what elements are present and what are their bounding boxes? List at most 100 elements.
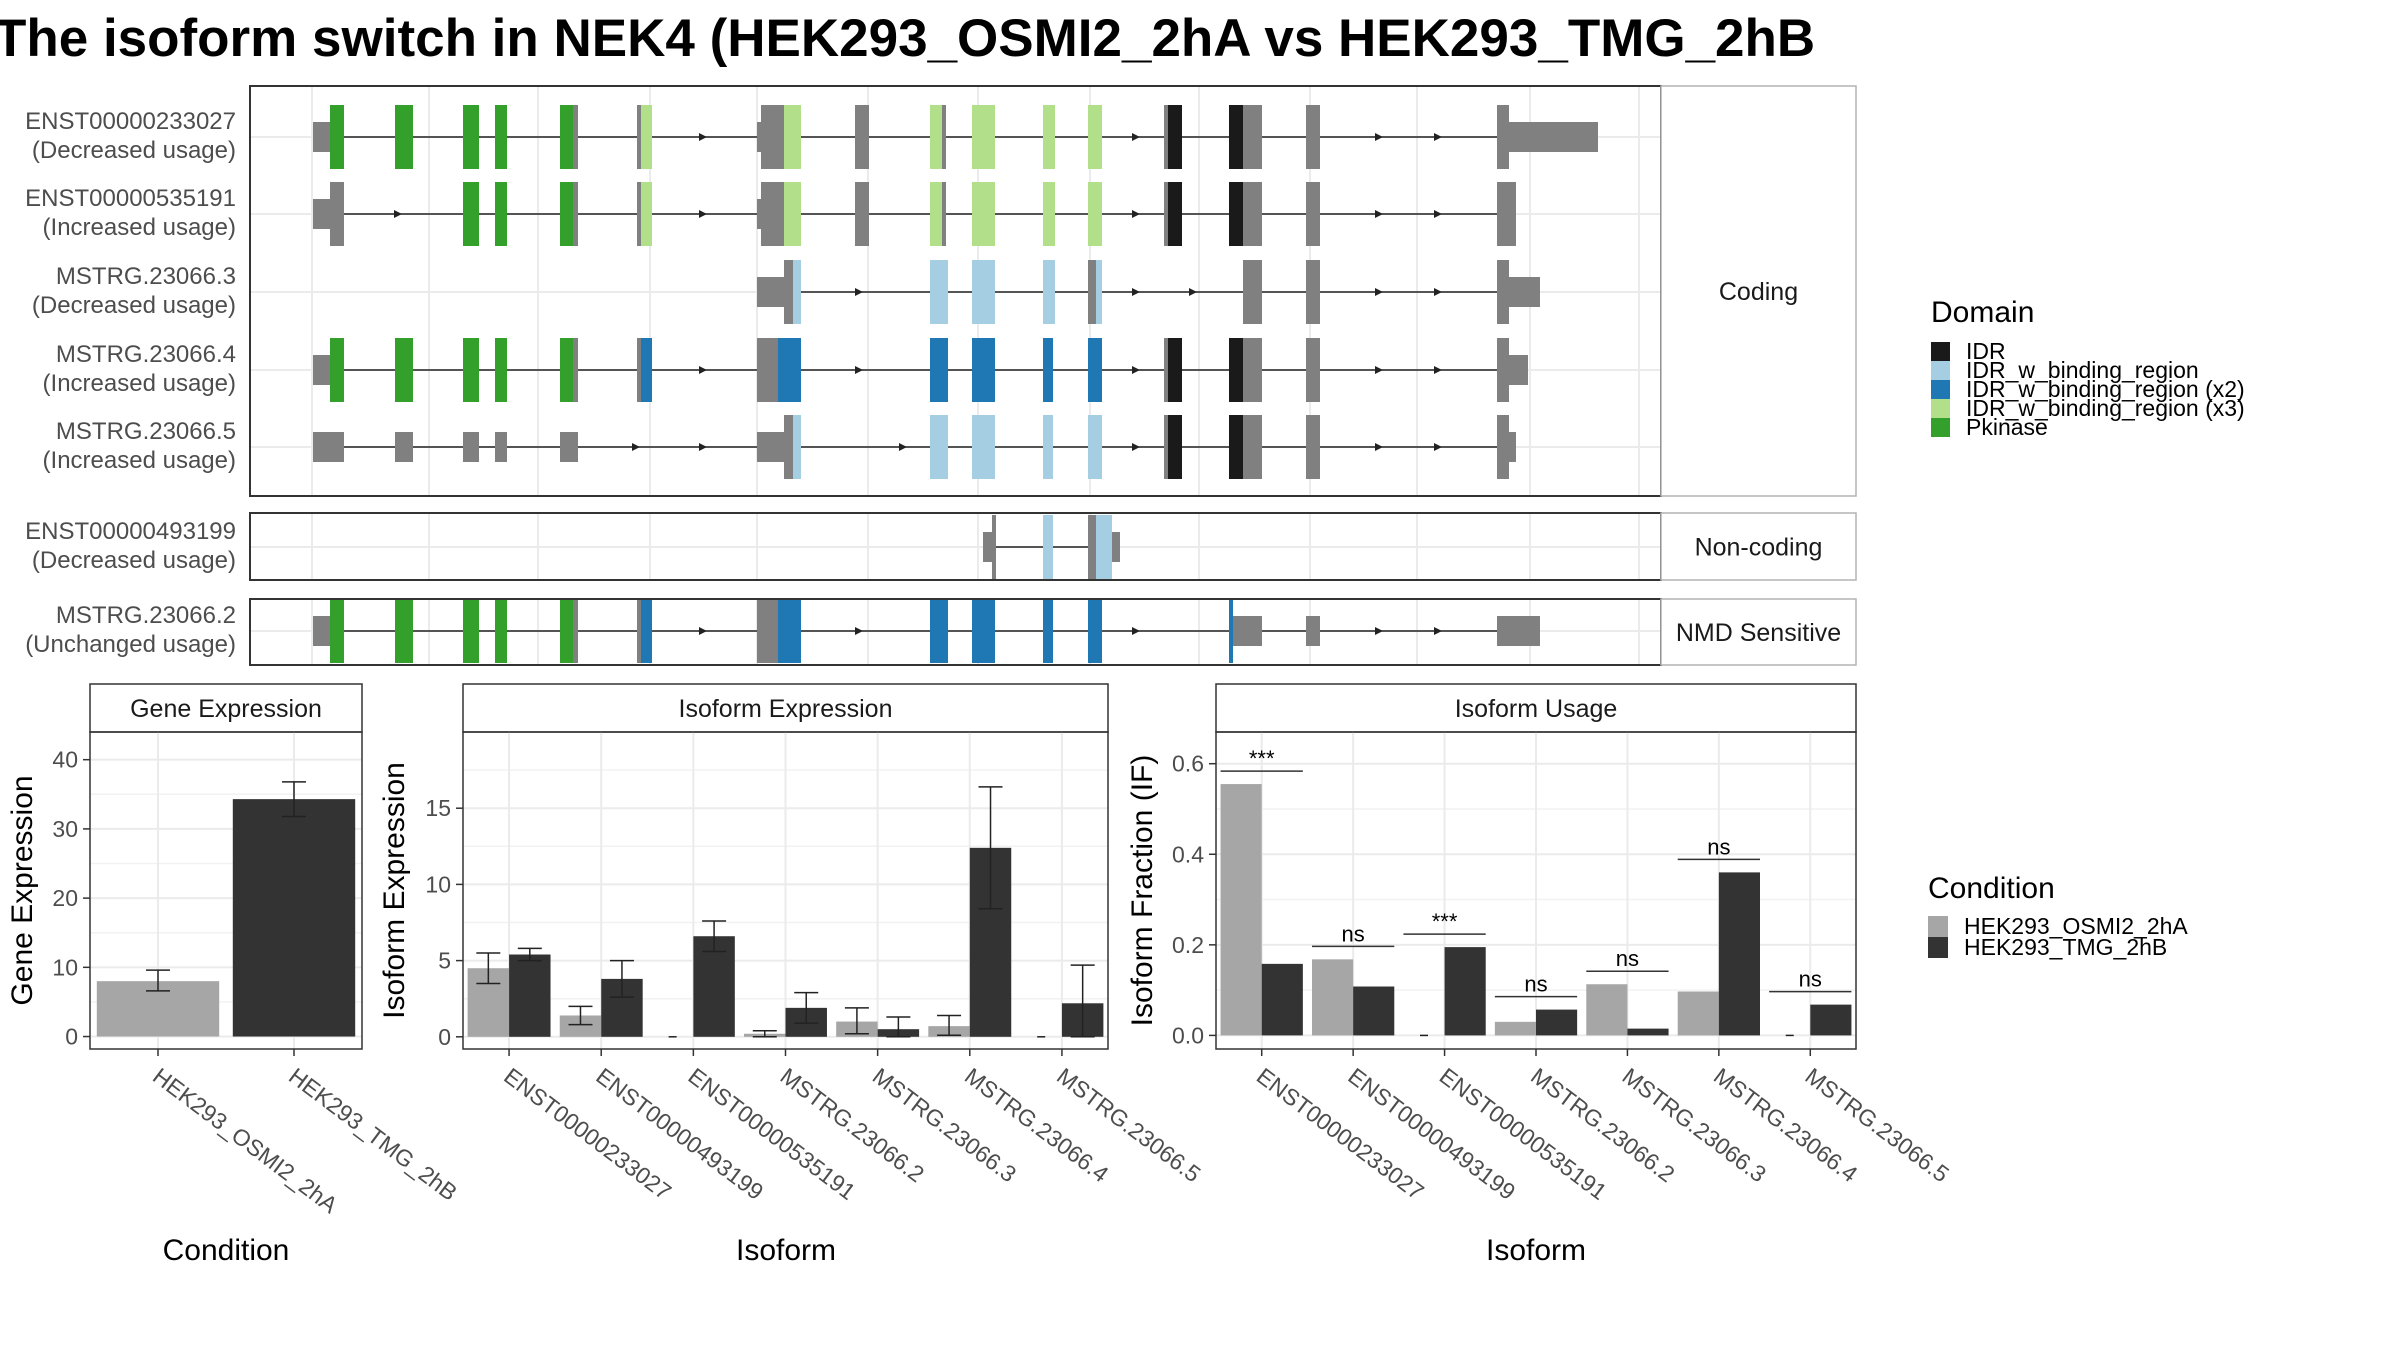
exon-block [1509,432,1516,462]
exon-block [930,182,942,246]
exon-block [637,105,641,169]
x-tick-label: ENST00000535191 [684,1063,861,1205]
error-bar [937,1014,962,1037]
exon-block [761,599,778,663]
significance-label: ns [1799,967,1822,992]
exon-block [313,199,330,229]
strand-arrow [1434,366,1442,374]
transcript-id-label: MSTRG.23066.5 [56,418,236,445]
exon-block [983,532,992,562]
transcript-usage-label: (Unchanged usage) [25,631,236,658]
x-tick-label: ENST00000233027 [499,1063,676,1205]
bar [509,954,551,1037]
bar [1444,947,1486,1036]
exon-block [313,355,330,385]
y-tick-label: 0.0 [1172,1022,1204,1048]
strand-arrow [394,210,402,218]
transcript-id-label: ENST00000493199 [25,518,236,545]
error-bar [146,969,170,992]
exon-block [1306,260,1320,324]
transcript-id-label: MSTRG.23066.2 [56,602,236,629]
exon-block [930,338,948,402]
exon-block [757,122,761,152]
bar [1536,1009,1578,1036]
exon-block [784,260,793,324]
x-axis-title: Isoform [1486,1234,1586,1267]
transcript-track: MSTRG.23066.2(Unchanged usage) [25,599,1540,663]
exon-block [313,432,344,462]
exon-block [330,105,344,169]
y-tick-label: 0 [65,1024,78,1050]
transcript-track: ENST00000233027(Decreased usage) [25,105,1598,169]
condition-legend-label: HEK293_OSMI2_2hA [1964,913,2188,939]
exon-block [761,182,784,246]
strand-arrow [1375,133,1383,141]
domain-legend-swatch [1931,380,1950,399]
exon-block [463,105,479,169]
exon-block [1096,515,1112,579]
strand-arrow [1132,133,1140,141]
bar [1718,872,1760,1036]
transcript-track: MSTRG.23066.3(Decreased usage) [32,260,1540,324]
exon-block [573,338,578,402]
chart-title: Gene Expression [130,695,322,723]
bar [1220,784,1262,1036]
exon-block [395,432,413,462]
strand-arrow [1132,210,1140,218]
exon-block [573,599,578,663]
y-axis-title: Gene Expression [6,775,39,1005]
exon-block [1229,338,1243,402]
y-tick-label: 0.2 [1172,932,1204,958]
strand-arrow [1375,288,1383,296]
exon-block [1043,105,1055,169]
transcript-usage-label: (Decreased usage) [32,547,236,574]
exon-block [395,105,413,169]
exon-block [1229,105,1243,169]
y-tick-label: 15 [425,795,451,821]
strand-arrow [1375,366,1383,374]
structure-panel: ENST00000233027(Decreased usage)ENST0000… [25,85,1857,497]
exon-block [637,338,641,402]
exon-block [641,338,652,402]
strand-arrow [1434,133,1442,141]
exon-block [495,599,507,663]
y-tick-label: 10 [425,871,451,897]
strand-arrow [1375,627,1383,635]
exon-block [560,182,573,246]
chart-title-strip [89,683,363,733]
exon-block [1509,355,1528,385]
exon-block [1164,338,1168,402]
bar [1586,984,1628,1036]
exon-block [1043,182,1055,246]
bar [1312,959,1354,1036]
exon-block [495,432,507,462]
domain-legend-swatch [1931,399,1950,418]
error-bar [752,1029,777,1038]
exon-block [972,182,995,246]
exon-block [560,432,578,462]
exon-block [641,599,652,663]
x-axis-title: Isoform [736,1234,836,1267]
exon-block [1229,415,1243,479]
exon-block [495,338,507,402]
strand-arrow [1132,443,1140,451]
exon-block [757,277,784,307]
transcript-id-label: MSTRG.23066.4 [56,341,236,368]
significance-label: *** [1249,746,1275,771]
exon-block [1168,415,1182,479]
y-tick-label: 5 [438,948,451,974]
exon-block [1243,182,1262,246]
strand-arrow [1434,627,1442,635]
exon-block [784,415,793,479]
exon-block [992,515,996,579]
strand-arrow [699,133,707,141]
exon-block [1164,105,1168,169]
strand-arrow [855,288,863,296]
exon-block [1168,105,1182,169]
facet-strip [1660,512,1857,581]
exon-block [972,260,995,324]
exon-block [1497,338,1509,402]
exon-block [757,338,761,402]
exon-block [793,260,801,324]
exon-block [330,182,344,246]
